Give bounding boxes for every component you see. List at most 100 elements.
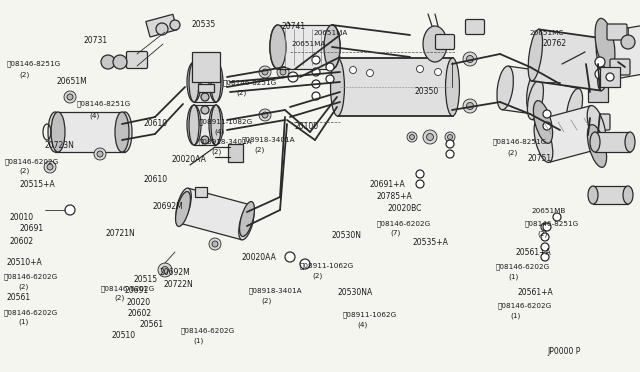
Ellipse shape xyxy=(325,25,340,69)
Circle shape xyxy=(417,65,424,73)
Polygon shape xyxy=(278,25,333,69)
Circle shape xyxy=(541,243,549,251)
Circle shape xyxy=(595,57,605,67)
Ellipse shape xyxy=(625,132,635,152)
Bar xyxy=(580,63,598,77)
Circle shape xyxy=(201,136,209,144)
Text: 20692M: 20692M xyxy=(160,268,191,277)
Ellipse shape xyxy=(587,106,606,148)
Text: Ⓑ08146-6202G: Ⓑ08146-6202G xyxy=(180,328,235,334)
Text: (2): (2) xyxy=(19,71,29,78)
Text: Ⓑ08146-6202G: Ⓑ08146-6202G xyxy=(5,158,60,165)
Ellipse shape xyxy=(534,120,553,163)
Circle shape xyxy=(416,170,424,178)
Text: JP0000 P: JP0000 P xyxy=(547,347,580,356)
Circle shape xyxy=(201,93,209,101)
Circle shape xyxy=(280,69,286,75)
Circle shape xyxy=(312,92,320,100)
Circle shape xyxy=(541,253,549,261)
Text: 20515: 20515 xyxy=(133,275,157,284)
Text: 20691: 20691 xyxy=(19,224,44,233)
FancyBboxPatch shape xyxy=(590,114,610,130)
Ellipse shape xyxy=(239,205,254,240)
Bar xyxy=(228,144,243,162)
Circle shape xyxy=(585,47,595,57)
Circle shape xyxy=(543,110,551,118)
Ellipse shape xyxy=(423,26,447,62)
Circle shape xyxy=(349,67,356,74)
Polygon shape xyxy=(601,24,640,80)
FancyBboxPatch shape xyxy=(610,59,630,75)
Circle shape xyxy=(101,55,115,69)
Text: 20751: 20751 xyxy=(528,154,552,163)
Text: (2): (2) xyxy=(211,148,221,155)
Text: 20530N: 20530N xyxy=(332,231,362,240)
Text: 20722N: 20722N xyxy=(163,280,193,289)
Text: 20510+A: 20510+A xyxy=(6,258,42,267)
Circle shape xyxy=(426,134,433,141)
Circle shape xyxy=(445,132,455,142)
Circle shape xyxy=(606,73,614,81)
Text: 20020AA: 20020AA xyxy=(242,253,276,262)
Text: 20561: 20561 xyxy=(140,320,164,329)
Ellipse shape xyxy=(566,89,582,128)
Circle shape xyxy=(326,75,334,83)
Text: 20741: 20741 xyxy=(282,22,306,31)
Ellipse shape xyxy=(189,62,199,102)
Text: 20691: 20691 xyxy=(125,286,149,295)
Ellipse shape xyxy=(239,202,255,237)
Text: 20602: 20602 xyxy=(128,309,152,318)
Circle shape xyxy=(367,70,374,77)
Ellipse shape xyxy=(118,112,132,152)
Circle shape xyxy=(47,164,53,170)
Circle shape xyxy=(201,63,209,71)
Circle shape xyxy=(285,252,295,262)
Circle shape xyxy=(447,135,452,140)
Text: 20020: 20020 xyxy=(127,298,151,307)
Ellipse shape xyxy=(209,105,223,145)
FancyBboxPatch shape xyxy=(435,35,454,49)
Text: Ⓝ08911-1062G: Ⓝ08911-1062G xyxy=(342,311,397,318)
Text: 20020AA: 20020AA xyxy=(172,155,206,164)
Text: 20530NA: 20530NA xyxy=(338,288,373,296)
Text: 20350: 20350 xyxy=(415,87,439,96)
Text: (2): (2) xyxy=(312,273,323,279)
Circle shape xyxy=(113,55,127,69)
FancyBboxPatch shape xyxy=(607,24,627,40)
Circle shape xyxy=(44,161,56,173)
Text: (4): (4) xyxy=(90,112,100,119)
Text: 20535+A: 20535+A xyxy=(413,238,449,247)
Ellipse shape xyxy=(187,62,201,102)
Circle shape xyxy=(541,223,549,231)
Text: Ⓝ08918-3401A: Ⓝ08918-3401A xyxy=(248,288,302,294)
Text: Ⓑ08146-6202G: Ⓑ08146-6202G xyxy=(3,274,58,280)
Bar xyxy=(588,86,608,102)
Ellipse shape xyxy=(211,105,221,145)
Ellipse shape xyxy=(211,62,221,102)
Circle shape xyxy=(463,99,477,113)
Bar xyxy=(146,14,177,37)
Text: (1): (1) xyxy=(18,318,28,325)
Circle shape xyxy=(416,180,424,188)
Text: 20721N: 20721N xyxy=(106,229,135,238)
Text: Ⓑ08146-6202G: Ⓑ08146-6202G xyxy=(3,309,58,316)
Ellipse shape xyxy=(598,39,612,91)
Text: Ⓝ08918-3401A: Ⓝ08918-3401A xyxy=(242,136,296,143)
Circle shape xyxy=(541,233,549,241)
Circle shape xyxy=(543,223,551,231)
Circle shape xyxy=(161,266,168,273)
Circle shape xyxy=(553,213,561,221)
Circle shape xyxy=(67,94,73,100)
Text: 20610: 20610 xyxy=(144,175,168,184)
Text: Ⓑ08146-8251G: Ⓑ08146-8251G xyxy=(6,60,61,67)
Text: (2): (2) xyxy=(538,230,548,237)
Bar xyxy=(198,84,214,92)
Ellipse shape xyxy=(270,25,286,69)
Text: (1): (1) xyxy=(511,312,521,319)
Text: 20100: 20100 xyxy=(294,122,319,131)
Text: 20692M: 20692M xyxy=(152,202,183,211)
Circle shape xyxy=(262,69,268,75)
Polygon shape xyxy=(532,29,608,91)
Circle shape xyxy=(262,112,268,118)
Bar xyxy=(600,67,620,87)
